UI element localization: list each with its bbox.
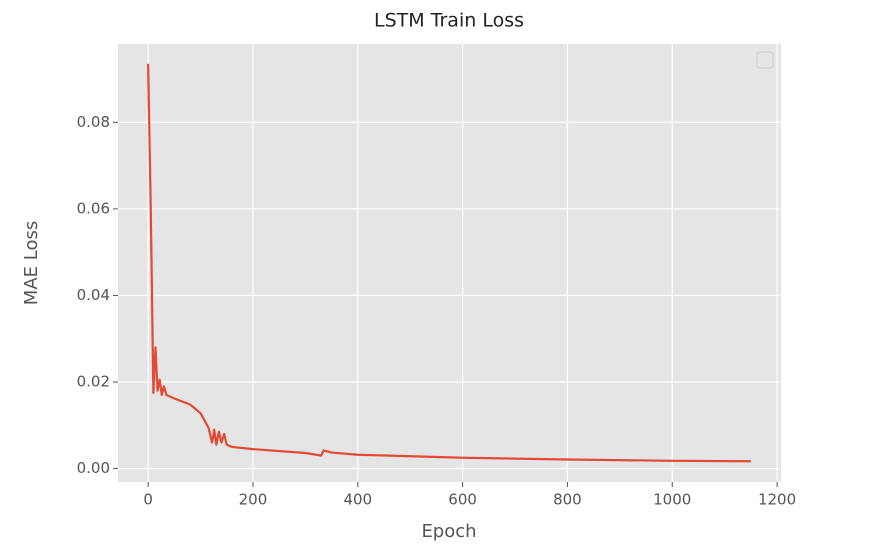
y-tick-label: 0.00 [77, 459, 110, 477]
x-axis-label: Epoch [421, 521, 476, 542]
y-axis-label: MAE Loss [21, 221, 42, 305]
x-tick-label: 400 [343, 491, 372, 509]
chart-title: LSTM Train Loss [374, 10, 524, 32]
x-tick-label: 200 [239, 491, 268, 509]
x-tick-label: 0 [143, 491, 153, 509]
legend-box [756, 51, 774, 69]
y-tick-label: 0.04 [77, 286, 110, 304]
x-tick-label: 600 [448, 491, 477, 509]
x-tick-label: 1000 [653, 491, 691, 509]
loss-line [147, 63, 751, 463]
y-tick-label: 0.02 [77, 373, 110, 391]
x-tick-label: 1200 [758, 491, 796, 509]
y-tick-label: 0.06 [77, 199, 110, 217]
x-tick-label: 800 [553, 491, 582, 509]
plot-area [118, 44, 781, 482]
y-tick-label: 0.08 [77, 113, 110, 131]
